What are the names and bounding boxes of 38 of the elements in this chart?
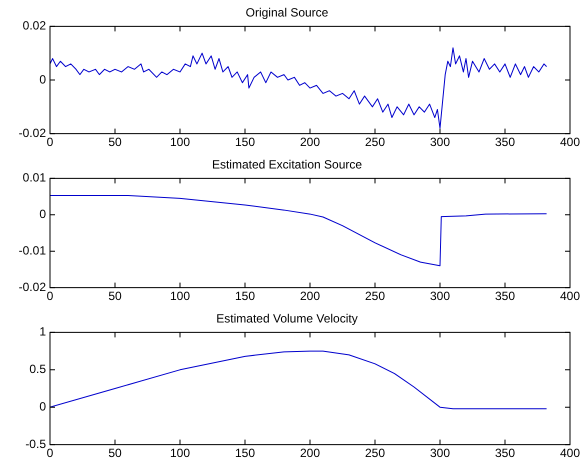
x-tick-label: 250 [364, 289, 386, 304]
x-tick-label: 350 [494, 446, 516, 460]
y-tick-label: -0.02 [18, 280, 46, 294]
x-tick-label: 200 [300, 135, 320, 150]
y-tick-label: 0 [39, 72, 46, 86]
x-tick-label: 50 [108, 446, 122, 460]
chart-title: Estimated Excitation Source [212, 158, 362, 172]
x-tick-label: 300 [430, 289, 450, 304]
y-tick-label: 0.02 [22, 18, 46, 33]
x-tick-label: 400 [560, 446, 580, 460]
y-tick-label: 0 [39, 207, 46, 222]
x-tick-label: 100 [170, 446, 190, 460]
x-tick-label: 150 [234, 135, 256, 150]
x-tick-label: 250 [364, 135, 386, 150]
y-tick-label: 0 [39, 400, 46, 414]
x-tick-label: 400 [560, 135, 580, 150]
y-tick-label: -0.01 [18, 244, 46, 258]
y-tick-label: 0.01 [22, 170, 46, 185]
x-tick-label: 150 [234, 446, 256, 460]
x-tick-label: 50 [108, 289, 122, 304]
x-tick-label: 350 [494, 135, 516, 150]
x-tick-label: 200 [300, 446, 320, 460]
x-tick-label: 150 [234, 289, 256, 304]
x-tick-label: 300 [430, 135, 450, 150]
x-tick-label: 100 [170, 135, 190, 150]
y-tick-label: 0.5 [29, 362, 46, 376]
x-tick-label: 50 [108, 135, 122, 150]
x-tick-label: 250 [364, 446, 386, 460]
x-tick-label: 300 [430, 446, 450, 460]
x-tick-label: 400 [560, 289, 580, 304]
y-tick-label: -0.02 [18, 126, 46, 140]
chart-title: Estimated Volume Velocity [216, 312, 358, 326]
x-tick-label: 100 [170, 289, 190, 304]
x-tick-label: 200 [300, 289, 320, 304]
y-tick-label: 1 [39, 324, 46, 339]
chart-title: Original Source [246, 6, 329, 20]
y-tick-label: -0.5 [25, 436, 46, 451]
x-tick-label: 350 [494, 289, 516, 304]
